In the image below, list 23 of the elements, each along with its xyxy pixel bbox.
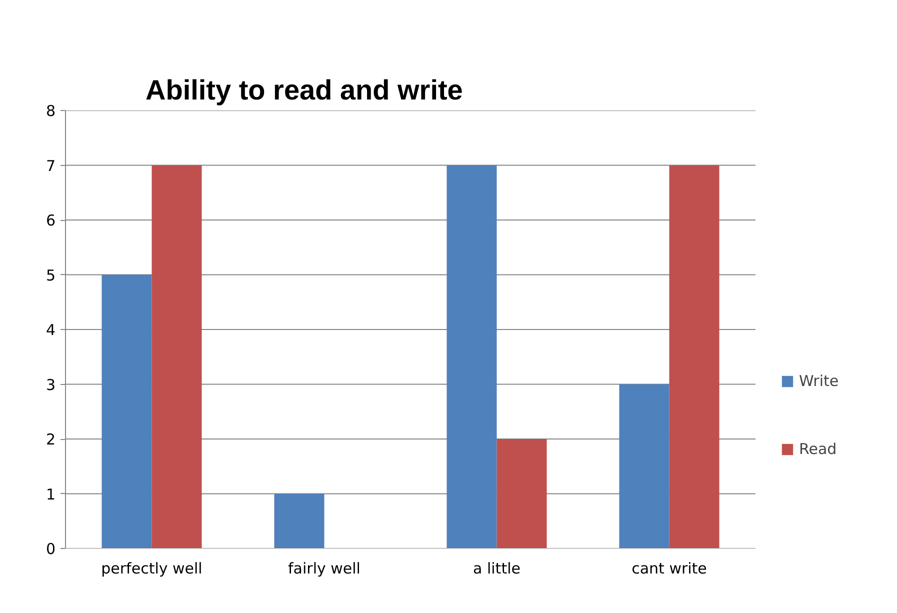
legend-label: Read	[799, 440, 837, 458]
bar	[669, 165, 720, 548]
bar	[619, 384, 670, 548]
y-tick-label: 5	[46, 266, 56, 284]
y-tick-label: 3	[46, 376, 56, 394]
bar	[446, 165, 497, 548]
y-tick-label: 8	[46, 102, 56, 120]
bar	[152, 165, 202, 548]
bar	[496, 439, 547, 548]
legend-label: Write	[799, 372, 839, 390]
chart-title: Ability to read and write	[146, 74, 463, 106]
y-tick-label: 1	[46, 485, 56, 504]
bar	[274, 494, 324, 548]
y-tick-label: 7	[46, 156, 56, 175]
x-tick-label: a little	[473, 560, 520, 578]
x-tick-label: cant write	[632, 560, 707, 578]
y-tick-label: 0	[46, 540, 56, 558]
bar	[102, 274, 152, 548]
x-tick-label: fairly well	[288, 560, 360, 578]
x-tick-label: perfectly well	[101, 560, 202, 578]
y-tick-label: 6	[46, 212, 56, 230]
y-tick-label: 4	[46, 321, 56, 339]
y-tick-label: 2	[46, 430, 56, 448]
